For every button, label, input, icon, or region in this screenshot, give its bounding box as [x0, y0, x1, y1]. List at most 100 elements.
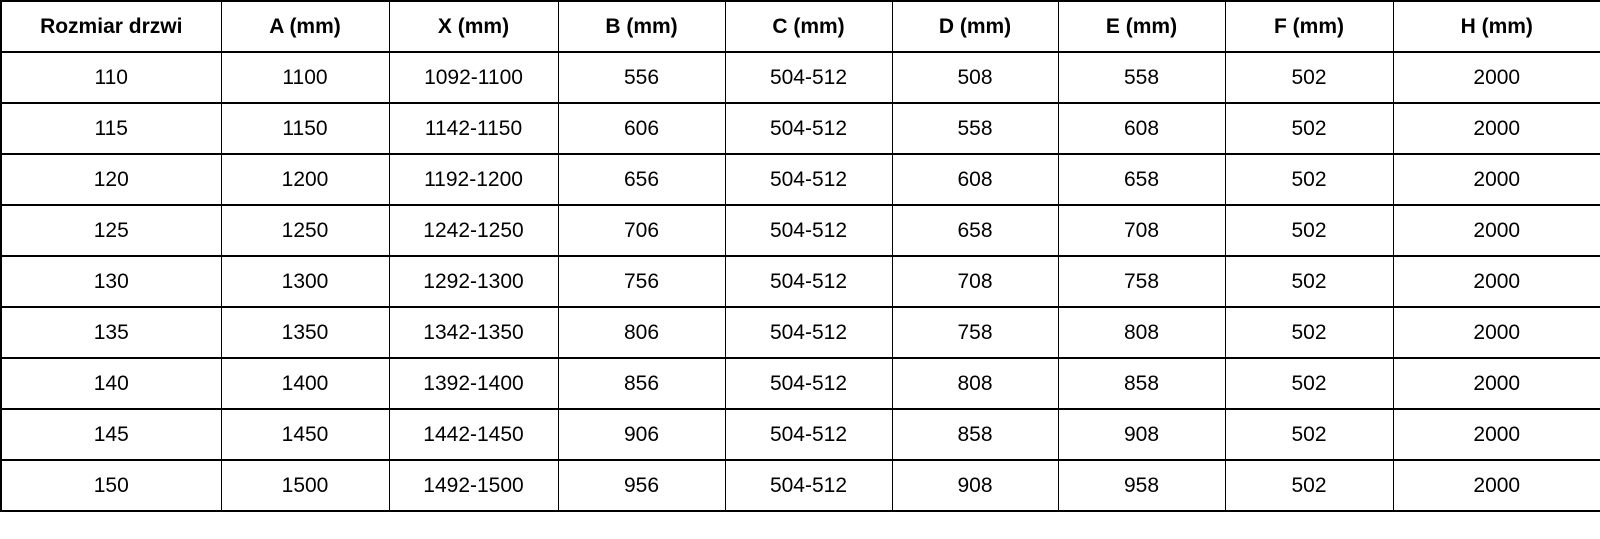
table-cell: 858 — [1057, 357, 1226, 410]
table-cell: 558 — [891, 102, 1059, 155]
table-cell: 858 — [891, 408, 1059, 461]
table-cell: 556 — [557, 51, 726, 104]
table-cell: 1350 — [220, 306, 390, 359]
table-cell: 502 — [1224, 408, 1394, 461]
table-cell: 504-512 — [724, 102, 893, 155]
table-cell: 2000 — [1392, 102, 1600, 155]
column-header-2: X (mm) — [388, 0, 559, 53]
column-header-8: H (mm) — [1392, 0, 1600, 53]
table-cell: 502 — [1224, 51, 1394, 104]
table-cell: 2000 — [1392, 357, 1600, 410]
column-header-6: E (mm) — [1057, 0, 1226, 53]
table-cell: 958 — [1057, 459, 1226, 512]
table-cell: 115 — [0, 102, 222, 155]
table-cell: 502 — [1224, 102, 1394, 155]
table-cell: 145 — [0, 408, 222, 461]
header-row: Rozmiar drzwi A (mm) X (mm) B (mm) C (mm) D (… — [0, 0, 1600, 53]
table-cell: 110 — [0, 51, 222, 104]
table-cell: 2000 — [1392, 408, 1600, 461]
table-cell: 1250 — [220, 204, 390, 257]
table-cell: 1292-1300 — [388, 255, 559, 308]
table-cell: 504-512 — [724, 255, 893, 308]
table-row: 110 1100 1092-1100 556 504-512 508 558 502 2000 — [0, 51, 1600, 104]
table-cell: 806 — [557, 306, 726, 359]
table-cell: 1492-1500 — [388, 459, 559, 512]
table-cell: 130 — [0, 255, 222, 308]
table-cell: 1300 — [220, 255, 390, 308]
table-cell: 1100 — [220, 51, 390, 104]
table-row: 125 1250 1242-1250 706 504-512 658 708 502 2000 — [0, 204, 1600, 257]
table-cell: 1442-1450 — [388, 408, 559, 461]
table-row: 150 1500 1492-1500 956 504-512 908 958 502 2000 — [0, 459, 1600, 512]
table-header: Rozmiar drzwi A (mm) X (mm) B (mm) C (mm) D (… — [0, 0, 1600, 53]
table-cell: 502 — [1224, 306, 1394, 359]
table-cell: 135 — [0, 306, 222, 359]
table-cell: 504-512 — [724, 153, 893, 206]
table-cell: 1142-1150 — [388, 102, 559, 155]
table-cell: 808 — [891, 357, 1059, 410]
table-cell: 606 — [557, 102, 726, 155]
table-cell: 120 — [0, 153, 222, 206]
column-header-3: B (mm) — [557, 0, 726, 53]
table-cell: 1450 — [220, 408, 390, 461]
table-cell: 608 — [891, 153, 1059, 206]
table-cell: 656 — [557, 153, 726, 206]
table-cell: 508 — [891, 51, 1059, 104]
table-cell: 2000 — [1392, 204, 1600, 257]
table-cell: 125 — [0, 204, 222, 257]
table-body: 110 1100 1092-1100 556 504-512 508 558 502 2000 1… — [0, 51, 1600, 512]
table-cell: 758 — [1057, 255, 1226, 308]
table-cell: 504-512 — [724, 408, 893, 461]
table-cell: 140 — [0, 357, 222, 410]
table-cell: 502 — [1224, 459, 1394, 512]
table-cell: 908 — [1057, 408, 1226, 461]
column-header-7: F (mm) — [1224, 0, 1394, 53]
table-cell: 2000 — [1392, 255, 1600, 308]
table-cell: 658 — [891, 204, 1059, 257]
table-cell: 150 — [0, 459, 222, 512]
table-row: 135 1350 1342-1350 806 504-512 758 808 502 2000 — [0, 306, 1600, 359]
table-cell: 504-512 — [724, 459, 893, 512]
table-row: 120 1200 1192-1200 656 504-512 608 658 502 2000 — [0, 153, 1600, 206]
table-cell: 2000 — [1392, 459, 1600, 512]
table-cell: 1150 — [220, 102, 390, 155]
table-cell: 504-512 — [724, 357, 893, 410]
table-cell: 1392-1400 — [388, 357, 559, 410]
table-cell: 504-512 — [724, 306, 893, 359]
table-cell: 2000 — [1392, 306, 1600, 359]
table-cell: 758 — [891, 306, 1059, 359]
table-row: 130 1300 1292-1300 756 504-512 708 758 502 2000 — [0, 255, 1600, 308]
table-cell: 756 — [557, 255, 726, 308]
table-cell: 502 — [1224, 357, 1394, 410]
table-cell: 708 — [891, 255, 1059, 308]
table-cell: 658 — [1057, 153, 1226, 206]
table-cell: 1242-1250 — [388, 204, 559, 257]
table-cell: 1200 — [220, 153, 390, 206]
table-cell: 856 — [557, 357, 726, 410]
table-cell: 1400 — [220, 357, 390, 410]
table-cell: 1092-1100 — [388, 51, 559, 104]
table-cell: 706 — [557, 204, 726, 257]
table-cell: 504-512 — [724, 204, 893, 257]
table-cell: 1342-1350 — [388, 306, 559, 359]
table-cell: 2000 — [1392, 51, 1600, 104]
table-cell: 608 — [1057, 102, 1226, 155]
table-cell: 908 — [891, 459, 1059, 512]
table-cell: 504-512 — [724, 51, 893, 104]
table-cell: 1192-1200 — [388, 153, 559, 206]
table-row: 115 1150 1142-1150 606 504-512 558 608 502 2000 — [0, 102, 1600, 155]
table-cell: 502 — [1224, 204, 1394, 257]
table-cell: 502 — [1224, 255, 1394, 308]
column-header-4: C (mm) — [724, 0, 893, 53]
column-header-0: Rozmiar drzwi — [0, 0, 222, 53]
table-cell: 956 — [557, 459, 726, 512]
table-cell: 708 — [1057, 204, 1226, 257]
column-header-1: A (mm) — [220, 0, 390, 53]
table-row: 140 1400 1392-1400 856 504-512 808 858 502 2000 — [0, 357, 1600, 410]
table-cell: 558 — [1057, 51, 1226, 104]
table-cell: 502 — [1224, 153, 1394, 206]
table-cell: 808 — [1057, 306, 1226, 359]
table-cell: 1500 — [220, 459, 390, 512]
column-header-5: D (mm) — [891, 0, 1059, 53]
table-cell: 906 — [557, 408, 726, 461]
